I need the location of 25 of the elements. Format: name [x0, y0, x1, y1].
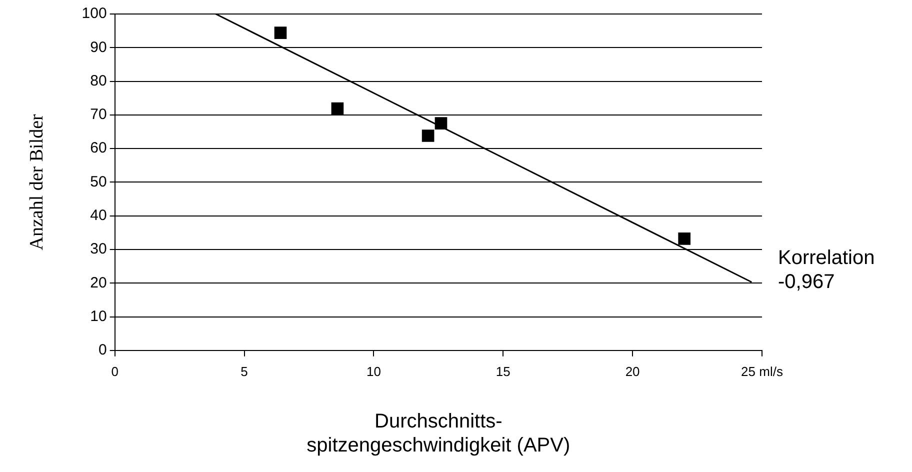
- x-axis-title: Durchschnitts- spitzengeschwindigkeit (APV): [306, 410, 570, 457]
- x-tick-label: 5: [240, 364, 248, 379]
- text: Korrelation -0,967: [778, 246, 875, 294]
- y-tick-label: 40: [90, 206, 107, 224]
- y-tick-label: 20: [90, 274, 107, 292]
- y-tick-label: 70: [90, 106, 107, 124]
- point: [331, 102, 344, 115]
- y-tick-label: 90: [90, 38, 107, 56]
- x-tick-label: 10: [366, 364, 381, 379]
- y-tick-label: 10: [90, 308, 107, 325]
- y-tick-label: 50: [90, 173, 107, 190]
- y-tick-label: 100: [82, 5, 107, 22]
- x-tick-label: 15: [496, 364, 510, 379]
- point: [422, 130, 434, 142]
- y-tick-label: 80: [90, 72, 107, 90]
- y-tick-label: 30: [90, 240, 107, 258]
- point: [678, 232, 690, 245]
- y-tick-label: 60: [90, 140, 107, 157]
- y-axis-title: Anzahl der Bilder: [26, 113, 48, 250]
- x-tick-label: 20: [625, 364, 640, 379]
- x-tick-label: 25 ml/s: [741, 364, 784, 379]
- point: [274, 26, 287, 39]
- y-tick-label: 0: [98, 342, 107, 359]
- x-tick-label: 0: [111, 364, 118, 379]
- point: [434, 117, 448, 130]
